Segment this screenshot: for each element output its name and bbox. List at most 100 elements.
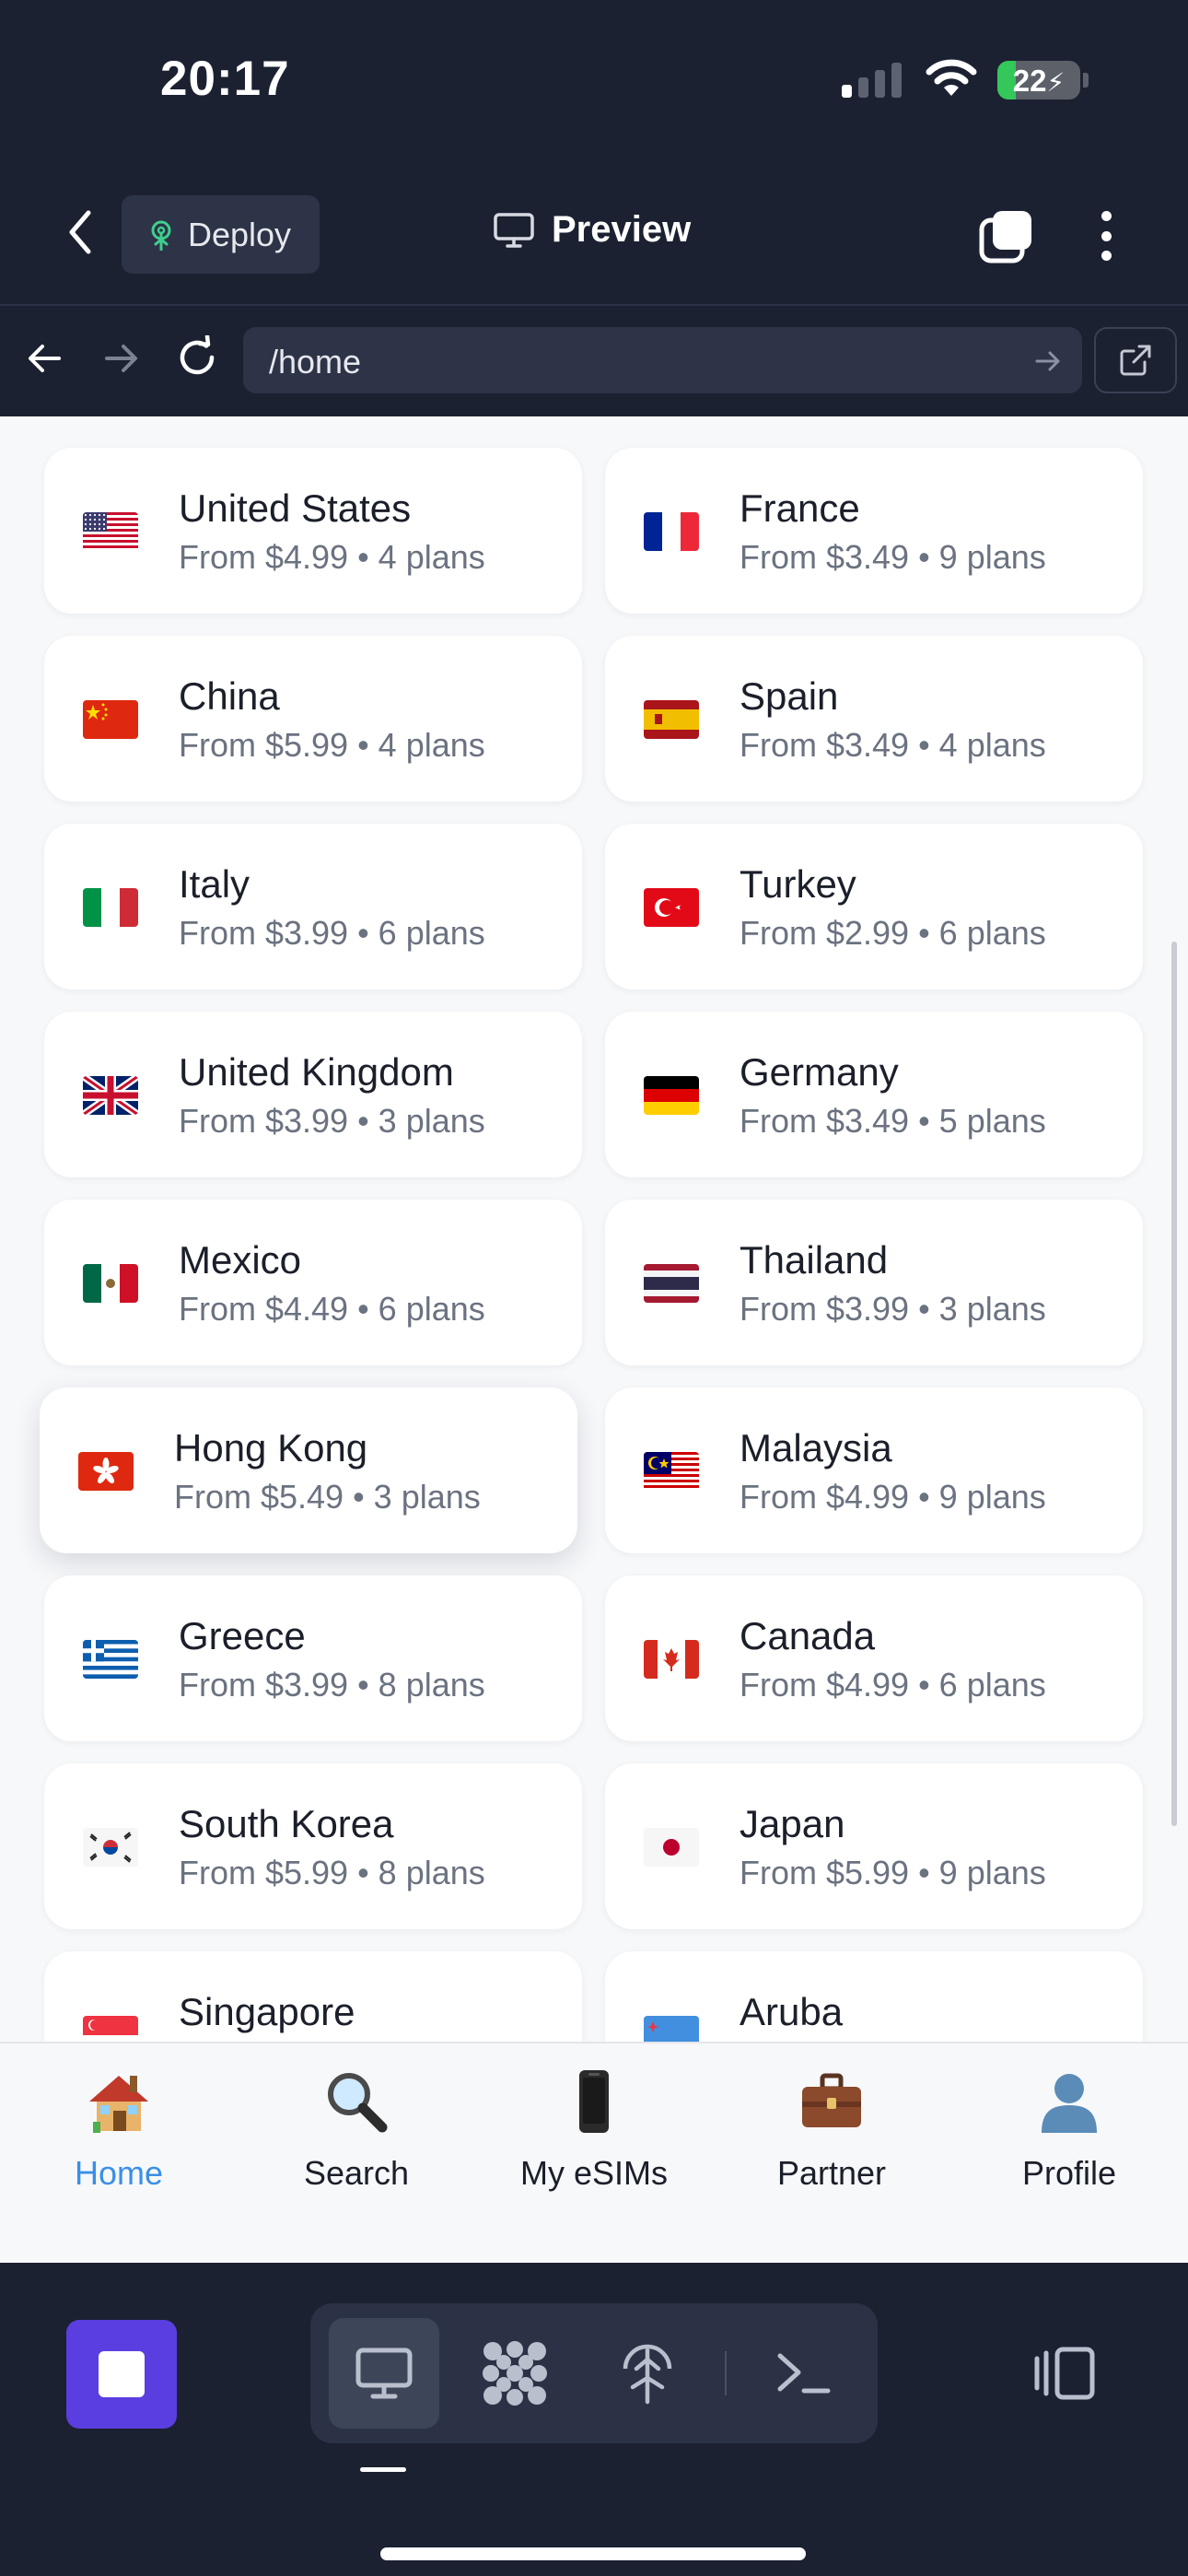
ide-dock <box>0 2263 1188 2576</box>
destination-price: From $5.99 • 9 plans <box>740 1854 1046 1891</box>
destination-card[interactable]: Malaysia From $4.99 • 9 plans <box>605 1388 1143 1553</box>
go-arrow-icon[interactable] <box>1034 347 1062 375</box>
flag-es-icon <box>644 700 699 739</box>
browser-toolbar: /home <box>0 306 1188 416</box>
nav-partner[interactable]: Partner <box>713 2043 950 2265</box>
destination-card[interactable]: Japan From $5.99 • 9 plans <box>605 1763 1143 1929</box>
scrollbar[interactable] <box>1171 942 1177 1826</box>
grid-blobs-icon <box>483 2341 547 2406</box>
destination-name: Thailand <box>740 1238 889 1282</box>
flag-jp-icon <box>644 1828 699 1867</box>
flag-it-icon <box>83 888 138 927</box>
destination-name: China <box>179 674 280 718</box>
browser-forward-icon[interactable] <box>101 339 140 378</box>
destination-card[interactable]: Aruba <box>605 1951 1143 2042</box>
url-text: /home <box>269 343 362 381</box>
destination-name: France <box>740 486 860 530</box>
more-options-icon[interactable] <box>1092 207 1120 264</box>
nav-home[interactable]: Home <box>0 2043 238 2265</box>
dock-separator <box>725 2351 727 2395</box>
open-external-button[interactable] <box>1094 327 1177 393</box>
nav-partner-label: Partner <box>776 2154 887 2192</box>
dock-tool-group <box>310 2303 878 2443</box>
destination-card[interactable]: Thailand From $3.99 • 3 plans <box>605 1200 1143 1365</box>
destination-card[interactable]: Germany From $3.49 • 5 plans <box>605 1012 1143 1177</box>
flag-mx-icon <box>83 1264 138 1303</box>
destination-card[interactable]: France From $3.49 • 9 plans <box>605 448 1143 614</box>
battery-icon: 22⚡ <box>997 61 1080 100</box>
stop-icon <box>99 2351 145 2397</box>
deploy-tree-icon <box>623 2344 672 2405</box>
nav-profile-label: Profile <box>1021 2154 1117 2192</box>
house-icon <box>0 2060 238 2143</box>
destination-price: From $4.49 • 6 plans <box>179 1290 485 1328</box>
flag-aw-icon <box>644 2016 699 2042</box>
destination-price: From $3.99 • 8 plans <box>179 1666 485 1704</box>
shell-tool-button[interactable] <box>749 2318 859 2429</box>
deploy-tree-icon <box>151 220 171 251</box>
destination-card[interactable]: Hong Kong From $5.49 • 3 plans <box>40 1388 577 1553</box>
tabs-icon[interactable] <box>978 207 1035 264</box>
layout-toggle-icon[interactable] <box>1031 2346 1098 2401</box>
person-icon <box>950 2060 1188 2143</box>
flag-kr-icon <box>83 1828 138 1867</box>
home-indicator <box>380 2547 806 2560</box>
briefcase-icon <box>713 2060 950 2143</box>
url-input[interactable]: /home <box>243 327 1082 393</box>
destination-price: From $4.99 • 4 plans <box>179 538 485 576</box>
destination-card[interactable]: Mexico From $4.49 • 6 plans <box>44 1200 582 1365</box>
flag-hk-icon <box>78 1452 134 1491</box>
preview-label: Preview <box>552 209 692 250</box>
flag-fr-icon <box>644 512 699 551</box>
destination-card[interactable]: United Kingdom From $3.99 • 3 plans <box>44 1012 582 1177</box>
flag-th-icon <box>644 1264 699 1303</box>
destination-card[interactable]: United States From $4.99 • 4 plans <box>44 448 582 614</box>
destination-name: Mexico <box>179 1238 302 1282</box>
destination-price: From $5.99 • 4 plans <box>179 726 485 764</box>
deploy-tool-button[interactable] <box>592 2318 703 2429</box>
destination-card[interactable]: Italy From $3.99 • 6 plans <box>44 824 582 989</box>
nav-search-label: Search <box>303 2154 410 2192</box>
chevron-left-icon <box>69 210 91 254</box>
flag-de-icon <box>644 1076 699 1115</box>
destination-card[interactable]: China From $5.99 • 4 plans <box>44 636 582 802</box>
destination-card[interactable]: Canada From $4.99 • 6 plans <box>605 1575 1143 1741</box>
back-button[interactable] <box>57 209 103 255</box>
nav-search[interactable]: Search <box>238 2043 475 2265</box>
flag-us-icon <box>83 512 138 551</box>
destination-name: Germany <box>740 1050 899 1094</box>
destination-name: Canada <box>740 1614 876 1657</box>
nav-profile[interactable]: Profile <box>950 2043 1188 2265</box>
page-content: United States From $4.99 • 4 plans France F… <box>0 416 1188 2042</box>
destination-price: From $5.99 • 8 plans <box>179 1854 485 1891</box>
destination-price: From $5.49 • 3 plans <box>174 1478 481 1516</box>
browser-back-icon[interactable] <box>26 339 64 378</box>
destination-price: From $3.99 • 6 plans <box>179 914 485 952</box>
phone-icon <box>475 2060 713 2143</box>
deploy-button[interactable]: Deploy <box>122 195 320 274</box>
destination-card[interactable]: Greece From $3.99 • 8 plans <box>44 1575 582 1741</box>
flag-sg-icon <box>83 2016 138 2042</box>
destination-name: Italy <box>179 862 250 906</box>
preview-tool-button[interactable] <box>329 2318 439 2429</box>
destination-price: From $4.99 • 6 plans <box>740 1666 1046 1704</box>
flag-gb-icon <box>83 1076 138 1115</box>
destination-card[interactable]: Singapore <box>44 1951 582 2042</box>
destination-card[interactable]: Spain From $3.49 • 4 plans <box>605 636 1143 802</box>
active-tab-indicator <box>360 2467 406 2472</box>
magnifier-icon <box>238 2060 475 2143</box>
nav-my-esims[interactable]: My eSIMs <box>475 2043 713 2265</box>
nav-my-esims-label: My eSIMs <box>519 2154 668 2192</box>
destination-card[interactable]: Turkey From $2.99 • 6 plans <box>605 824 1143 989</box>
flag-my-icon <box>644 1452 699 1491</box>
terminal-icon <box>777 2353 831 2394</box>
destination-name: Hong Kong <box>174 1426 368 1469</box>
bottom-nav: Home Search My eSIMs <box>0 2042 1188 2263</box>
workspace-tool-button[interactable] <box>460 2318 570 2429</box>
flag-cn-icon <box>83 700 138 739</box>
flag-ca-icon <box>644 1640 699 1679</box>
stop-button[interactable] <box>66 2320 177 2429</box>
reload-icon[interactable] <box>175 335 219 380</box>
destination-name: Greece <box>179 1614 306 1657</box>
destination-card[interactable]: South Korea From $5.99 • 8 plans <box>44 1763 582 1929</box>
